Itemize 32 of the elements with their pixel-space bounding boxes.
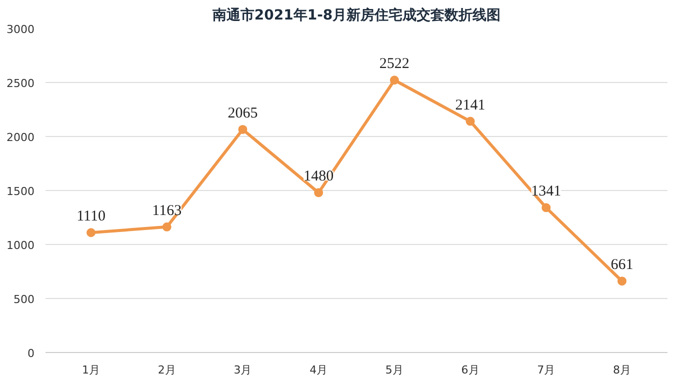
point	[542, 203, 551, 212]
chart-title: 南通市2021年1-8月新房住宅成交套数折线图	[211, 6, 501, 24]
data-label: 2141	[455, 97, 486, 114]
point	[390, 76, 399, 85]
y-tick-label: 0	[28, 347, 34, 360]
data-label: 661	[610, 257, 634, 274]
y-tick-label: 2500	[6, 77, 35, 90]
x-tick-label: 7月	[537, 364, 556, 376]
x-tick-label: 1月	[82, 364, 100, 376]
point	[86, 228, 96, 238]
point	[238, 124, 248, 134]
x-tick-label: 4月	[310, 364, 328, 376]
x-tick-label: 2月	[158, 364, 176, 376]
data-label: 1341	[531, 184, 562, 200]
data-label: 1110	[76, 208, 106, 225]
point	[617, 276, 626, 286]
point	[466, 116, 475, 126]
data-label: 2065	[228, 105, 258, 122]
y-tick-label: 3000	[6, 23, 35, 36]
data-label: 1480	[304, 168, 334, 185]
x-tick-label: 6月	[461, 364, 480, 376]
y-tick-label: 2000	[6, 131, 35, 144]
x-tick-label: 8月	[612, 364, 631, 376]
y-tick-label: 1000	[6, 239, 35, 252]
y-tick-label: 1500	[6, 185, 35, 198]
point	[314, 188, 324, 198]
x-tick-label: 3月	[234, 364, 252, 376]
data-label: 2522	[379, 56, 410, 72]
x-tick-label: 5月	[385, 364, 404, 376]
point	[162, 222, 172, 232]
data-label: 1163	[152, 202, 182, 219]
y-tick-label: 500	[14, 293, 35, 306]
